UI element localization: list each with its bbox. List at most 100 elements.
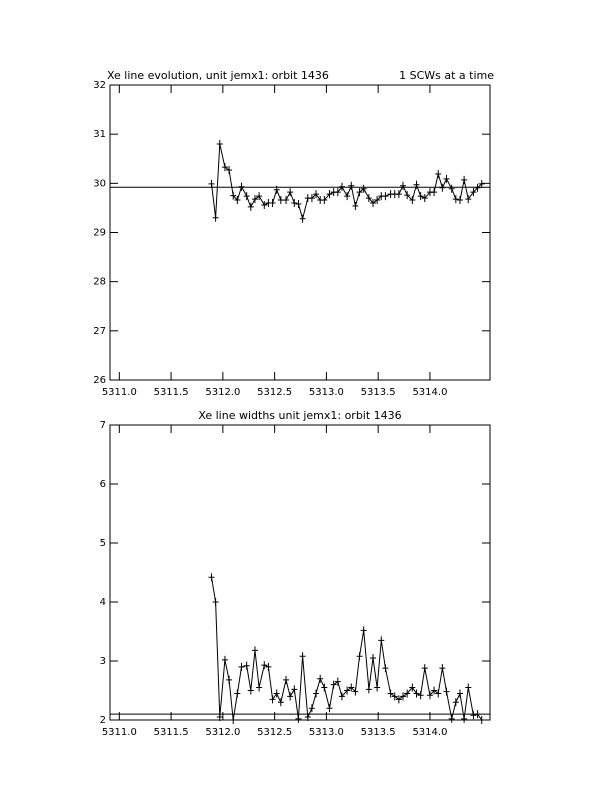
data-point: [456, 196, 463, 205]
data-point: [417, 691, 424, 700]
data-point: [216, 713, 223, 722]
data-point: [321, 196, 328, 205]
data-point: [409, 196, 416, 205]
data-point: [431, 188, 438, 197]
data-point: [313, 190, 320, 199]
data-point: [208, 179, 215, 188]
data-point: [356, 652, 363, 661]
data-point: [256, 683, 263, 692]
data-point: [226, 675, 233, 684]
data-point: [474, 183, 481, 192]
annotation: 1 SCWs at a time: [399, 69, 494, 82]
data-line: [211, 577, 483, 721]
data-point: [448, 714, 455, 723]
data-point: [352, 687, 359, 696]
data-point: [465, 683, 472, 692]
data-point: [461, 714, 468, 723]
data-point: [295, 199, 302, 208]
data-point: [269, 695, 276, 704]
data-point: [378, 636, 385, 645]
data-point: [330, 680, 337, 689]
chart-title: Xe line widths unit jemx1: orbit 1436: [198, 409, 401, 422]
data-point: [400, 181, 407, 190]
data-point: [226, 166, 233, 175]
data-point: [234, 196, 241, 205]
x-tick-label: 5311.0: [102, 727, 137, 738]
data-point: [212, 213, 219, 222]
data-point: [374, 196, 381, 205]
x-tick-label: 5313.5: [361, 387, 396, 398]
data-point: [230, 191, 237, 200]
data-point: [400, 692, 407, 701]
data-point: [344, 192, 351, 201]
chart-title: Xe line evolution, unit jemx1: orbit 143…: [107, 69, 329, 82]
data-point: [261, 661, 268, 670]
data-point: [334, 677, 341, 686]
data-point: [238, 182, 245, 191]
data-point: [465, 195, 472, 204]
y-tick-label: 27: [93, 326, 106, 337]
data-point: [265, 662, 272, 671]
data-point: [221, 655, 228, 664]
data-point: [321, 683, 328, 692]
data-point: [474, 710, 481, 719]
data-point: [421, 664, 428, 673]
data-point: [452, 698, 459, 707]
x-tick-label: 5314.0: [412, 387, 447, 398]
data-point: [356, 188, 363, 197]
data-point: [326, 190, 333, 199]
data-point: [212, 598, 219, 606]
data-point: [413, 180, 420, 189]
data-point: [243, 661, 250, 670]
data-point: [470, 188, 477, 197]
data-point: [404, 191, 411, 200]
y-tick-label: 6: [100, 479, 106, 490]
data-point: [269, 199, 276, 207]
y-tick-label: 2: [100, 715, 106, 726]
data-point: [291, 685, 298, 694]
y-tick-label: 5: [100, 538, 106, 549]
data-point: [317, 674, 324, 683]
data-point: [287, 692, 294, 701]
data-point: [299, 214, 306, 223]
data-point: [208, 573, 215, 582]
data-point: [395, 190, 402, 199]
x-tick-label: 5311.0: [102, 387, 137, 398]
data-point: [443, 174, 450, 183]
x-tick-label: 5313.0: [309, 387, 344, 398]
data-line: [211, 143, 483, 221]
data-point: [387, 689, 394, 698]
y-tick-label: 32: [93, 80, 106, 91]
data-point: [404, 689, 411, 698]
y-tick-label: 7: [100, 420, 106, 431]
data-point: [382, 664, 389, 673]
data-point: [251, 646, 258, 655]
data-point: [230, 716, 237, 724]
y-tick-label: 29: [93, 228, 106, 239]
x-tick-label: 5314.0: [412, 727, 447, 738]
data-point: [435, 689, 442, 698]
x-tick-label: 5312.5: [257, 387, 292, 398]
y-tick-label: 28: [93, 277, 106, 288]
x-tick-label: 5311.5: [154, 387, 189, 398]
data-point: [344, 686, 351, 695]
data-point: [338, 692, 345, 701]
data-point: [238, 662, 245, 671]
data-point: [251, 195, 258, 204]
x-tick-label: 5312.0: [205, 727, 240, 738]
data-point: [439, 183, 446, 192]
data-point: [456, 689, 463, 698]
data-point: [247, 202, 254, 211]
data-point: [283, 675, 290, 684]
plot-frame: [109, 84, 491, 381]
data-point: [299, 652, 306, 661]
data-point: [360, 184, 367, 193]
y-tick-label: 3: [100, 656, 106, 667]
data-point: [273, 185, 280, 194]
data-point: [413, 689, 420, 698]
x-tick-label: 5311.5: [154, 727, 189, 738]
data-point: [365, 685, 372, 694]
x-tick-label: 5313.0: [309, 727, 344, 738]
data-point: [313, 689, 320, 698]
